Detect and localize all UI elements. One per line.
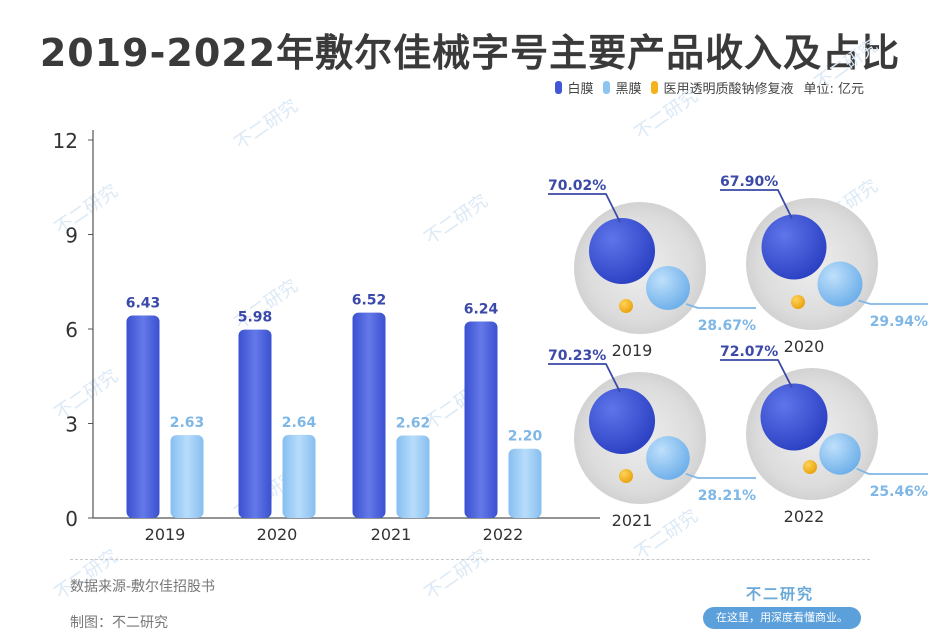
bubble-panel-2022: 72.07% 25.46% 2022: [720, 344, 928, 526]
legend-swatch-black-mask: [603, 81, 611, 94]
bubble-year-label: 2022: [784, 507, 825, 526]
bubble-black-mask: [819, 433, 861, 475]
bubble-white-mask: [588, 217, 656, 285]
watermark-layer: 不二研究不二研究不二研究不二研究不二研究不二研究不二研究不二研究不二研究不二研究…: [51, 36, 882, 604]
bubble-year-label: 2019: [612, 341, 653, 360]
watermark-text: 不二研究: [51, 366, 122, 424]
legend-label-repair-liquid: 医用透明质酸钠修复液: [663, 82, 794, 97]
brand-slogan: 在这里，用深度看懂商业。: [703, 607, 861, 629]
footer-divider: [70, 559, 870, 560]
watermark-text: 不二研究: [51, 181, 122, 239]
bubble-panel-2021: 70.23% 28.21% 2021: [548, 348, 756, 530]
legend-label-white-mask: 白膜: [567, 82, 594, 97]
data-label-black-mask: 2.62: [396, 415, 431, 431]
pct-label-white-mask: 70.02%: [548, 178, 606, 194]
legend-label-black-mask: 黑膜: [615, 82, 642, 97]
y-tick-label: 6: [65, 318, 78, 342]
bubble-year-label: 2021: [612, 511, 653, 530]
bubble-repair-liquid: [791, 295, 805, 309]
legend-swatch-white-mask: [555, 81, 563, 94]
y-tick-label: 9: [65, 224, 78, 248]
pct-label-white-mask: 72.07%: [720, 344, 778, 360]
watermark-text: 不二研究: [421, 191, 492, 249]
y-tick-label: 3: [65, 413, 78, 437]
data-label-white-mask: 6.52: [352, 293, 387, 309]
legend-item-repair-liquid: 医用透明质酸钠修复液: [651, 78, 793, 97]
bar-black-mask: [170, 435, 204, 518]
data-label-white-mask: 6.43: [126, 295, 161, 311]
bar-black-mask: [508, 448, 542, 518]
bubble-black-mask: [646, 436, 690, 480]
watermark-text: 不二研究: [631, 86, 702, 144]
bubble-black-mask: [646, 266, 690, 310]
bar-black-mask: [396, 435, 430, 518]
bubble-white-mask: [588, 387, 656, 455]
pct-label-white-mask: 70.23%: [548, 348, 606, 364]
watermark-text: 不二研究: [231, 96, 302, 154]
data-label-black-mask: 2.63: [170, 415, 205, 431]
y-tick-label: 12: [53, 129, 78, 153]
bubble-panel-2020: 67.90% 29.94% 2020: [720, 174, 928, 356]
bubble-white-mask: [761, 214, 827, 280]
bubble-repair-liquid: [619, 299, 633, 313]
brand-logo-text: 不二研究: [745, 585, 814, 603]
x-tick-label: 2022: [483, 525, 524, 544]
bar-white-mask: [238, 329, 272, 518]
bubble-panel-2019: 70.02% 28.67% 2019: [548, 178, 756, 360]
leader-line-black: [856, 467, 928, 475]
bar-black-mask: [282, 434, 316, 518]
leader-line-white: [548, 193, 621, 223]
leader-line-black: [685, 303, 756, 309]
leader-line-white: [720, 189, 793, 219]
chart-title: 2019-2022年敷尔佳械字号主要产品收入及占比: [39, 31, 901, 75]
x-tick-label: 2020: [257, 525, 298, 544]
bar-white-mask: [352, 312, 386, 518]
legend-item-white-mask: 白膜: [555, 78, 593, 97]
bubble-black-mask: [817, 261, 863, 307]
watermark-text: 不二研究: [811, 36, 882, 94]
leader-line-white: [548, 363, 621, 393]
data-label-white-mask: 6.24: [464, 301, 499, 317]
watermark-text: 不二研究: [421, 546, 492, 604]
bubble-repair-liquid: [619, 469, 633, 483]
data-label-black-mask: 2.64: [282, 415, 317, 431]
leader-line-black: [858, 299, 928, 305]
pct-label-black-mask: 28.21%: [698, 488, 756, 504]
y-tick-label: 0: [65, 507, 78, 531]
data-label-black-mask: 2.20: [508, 429, 543, 445]
pct-label-black-mask: 29.94%: [870, 314, 928, 330]
x-tick-label: 2021: [371, 525, 412, 544]
bar-white-mask: [464, 321, 498, 518]
data-source-note: 数据来源-敷尔佳招股书: [70, 579, 216, 595]
bubble-year-label: 2020: [784, 337, 825, 356]
pct-label-black-mask: 25.46%: [870, 484, 928, 500]
data-label-white-mask: 5.98: [238, 310, 273, 326]
bar-chart: 0 3 6 9 12 2019 6.43 2.63 2020 5.98 2.64 2021 6.52 2.…: [53, 129, 600, 544]
leader-line-black: [685, 472, 756, 479]
x-tick-label: 2019: [145, 525, 186, 544]
pct-label-black-mask: 28.67%: [698, 318, 756, 334]
bar-white-mask: [126, 315, 160, 518]
pct-label-white-mask: 67.90%: [720, 174, 778, 190]
bubble-panels: 70.02% 28.67% 2019 67.90% 29.94% 2020 70.23% 28…: [548, 174, 928, 530]
legend-swatch-repair-liquid: [651, 81, 659, 94]
legend-item-black-mask: 黑膜: [603, 78, 641, 97]
bubble-repair-liquid: [803, 460, 817, 474]
chart-credit: 制图：不二研究: [70, 615, 168, 631]
leader-line-white: [720, 359, 793, 388]
bubble-white-mask: [760, 383, 828, 451]
unit-label: 单位: 亿元: [803, 82, 864, 97]
legend: 白膜 黑膜 医用透明质酸钠修复液 单位: 亿元: [545, 78, 864, 97]
